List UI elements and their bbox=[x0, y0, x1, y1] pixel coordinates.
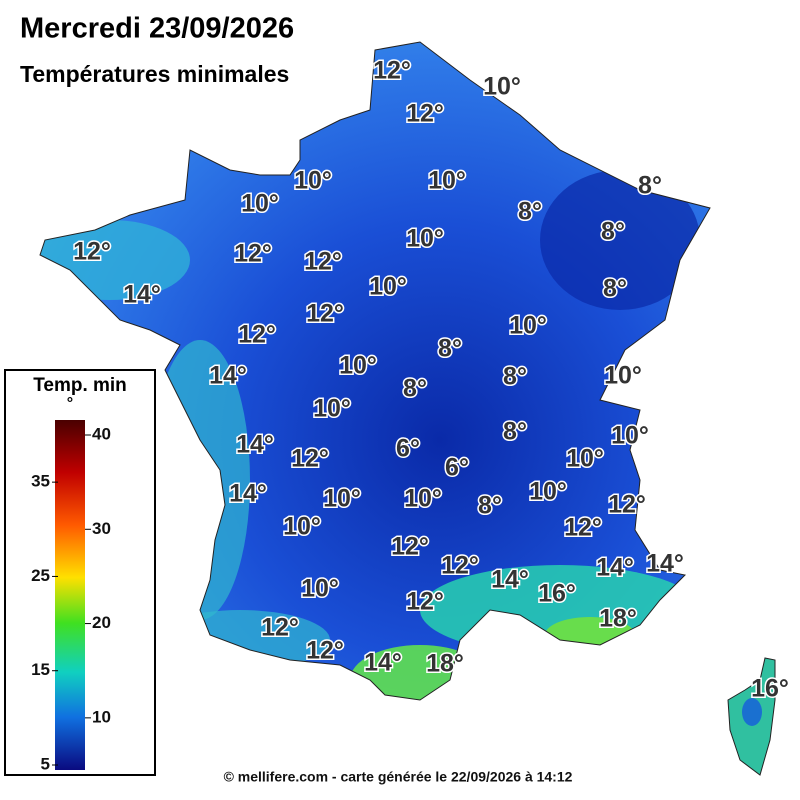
tick-label: 40 bbox=[92, 424, 111, 443]
tick-label: 25 bbox=[31, 566, 50, 585]
temperature-label: 12° bbox=[608, 491, 646, 519]
temperature-label: 12° bbox=[291, 445, 329, 473]
temperature-label: 12° bbox=[564, 514, 602, 542]
temperature-label: 8° bbox=[601, 218, 625, 246]
title: Mercredi 23/09/2026 bbox=[20, 13, 294, 45]
tick-label: 20 bbox=[92, 613, 111, 632]
temperature-label: 10° bbox=[404, 485, 442, 513]
temperature-label: 12° bbox=[406, 100, 444, 128]
temperature-label: 14° bbox=[491, 566, 529, 594]
temperature-label: 16° bbox=[538, 580, 576, 608]
temperature-label: 16° bbox=[751, 675, 789, 703]
temperature-label: 6° bbox=[396, 435, 420, 463]
subtitle: Températures minimales bbox=[20, 61, 289, 87]
temperature-label: 10° bbox=[369, 273, 407, 301]
temperature-label: 12° bbox=[441, 552, 479, 580]
temperature-label: 12° bbox=[234, 240, 272, 268]
temperature-label: 18° bbox=[599, 605, 637, 633]
temperature-label: 14° bbox=[646, 550, 684, 578]
temperature-label: 8° bbox=[503, 418, 527, 446]
temperature-label: 12° bbox=[304, 248, 342, 276]
temperature-label: 10° bbox=[406, 225, 444, 253]
corsica-cold bbox=[742, 698, 762, 726]
temperature-label: 8° bbox=[403, 375, 427, 403]
temperature-label: 10° bbox=[529, 478, 567, 506]
temperature-label: 12° bbox=[306, 300, 344, 328]
temperature-label: 10° bbox=[339, 352, 377, 380]
tick-label: 15 bbox=[31, 660, 50, 679]
temperature-label: 10° bbox=[241, 190, 279, 218]
temperature-label: 10° bbox=[509, 312, 547, 340]
tick-label: 10 bbox=[92, 707, 111, 726]
temperature-label: 14° bbox=[209, 362, 247, 390]
temperature-label: 10° bbox=[301, 575, 339, 603]
temperature-label: 8° bbox=[518, 198, 542, 226]
temperature-label: 8° bbox=[438, 335, 462, 363]
temperature-label: 12° bbox=[306, 637, 344, 665]
temperature-label: 12° bbox=[373, 57, 411, 85]
tick-label: 35 bbox=[31, 472, 50, 491]
temperature-label: 10° bbox=[566, 445, 604, 473]
tick-label: 5 bbox=[41, 754, 50, 773]
legend-title: Temp. min bbox=[33, 375, 127, 396]
temperature-label: 10° bbox=[611, 422, 649, 450]
temperature-label: 12° bbox=[391, 533, 429, 561]
tick-label: 30 bbox=[92, 519, 111, 538]
temperature-label: 14° bbox=[123, 281, 161, 309]
temperature-label: 14° bbox=[596, 554, 634, 582]
temperature-label: 12° bbox=[238, 321, 276, 349]
legend-ticks: 5 10 15 20 25 30 35 40 bbox=[31, 424, 111, 773]
temperature-label: 12° bbox=[406, 588, 444, 616]
temperature-label: 12° bbox=[261, 614, 299, 642]
temperature-label: 14° bbox=[236, 431, 274, 459]
temperature-label: 10° bbox=[283, 513, 321, 541]
temperature-label: 10° bbox=[428, 167, 466, 195]
temperature-label: 8° bbox=[603, 275, 627, 303]
temperature-label: 14° bbox=[364, 649, 402, 677]
temperature-label: 8° bbox=[638, 172, 662, 200]
temperature-label: 10° bbox=[323, 485, 361, 513]
legend-unit: ° bbox=[67, 395, 73, 412]
temperature-label: 6° bbox=[445, 454, 469, 482]
temperature-label: 10° bbox=[604, 362, 642, 390]
temperature-label: 10° bbox=[294, 167, 332, 195]
temperature-label: 10° bbox=[483, 73, 521, 101]
temperature-label: 8° bbox=[478, 492, 502, 520]
temperature-label: 8° bbox=[503, 363, 527, 391]
temperature-label: 12° bbox=[73, 238, 111, 266]
temperature-label: 14° bbox=[229, 480, 267, 508]
temperature-label: 10° bbox=[313, 395, 351, 423]
footer: © mellifere.com - carte générée le 22/09… bbox=[224, 769, 573, 785]
temperature-labels: 12°10°12°10° 10°10° 8°8°8°12° 12°10°12°14° 1… bbox=[72, 55, 791, 704]
colorbar bbox=[55, 420, 85, 770]
temperature-label: 18° bbox=[426, 650, 464, 678]
